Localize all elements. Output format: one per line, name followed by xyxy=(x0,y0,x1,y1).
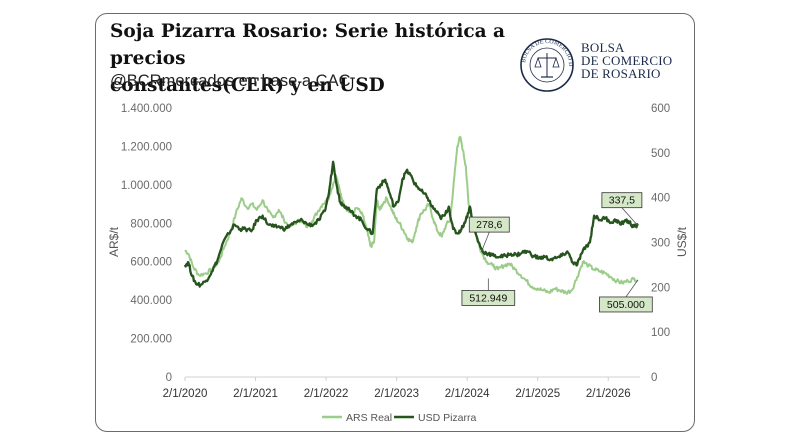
callout-label: 505.000 xyxy=(607,299,645,311)
x-tick-label: 2/1/2023 xyxy=(374,388,419,400)
legend-label: ARS Real xyxy=(346,412,392,424)
callout-label: 337,5 xyxy=(609,195,635,207)
y-tick-label-right: 0 xyxy=(651,372,657,384)
x-tick-label: 2/1/2026 xyxy=(586,388,631,400)
chart-card xyxy=(95,13,695,432)
y-tick-label-left: 0 xyxy=(166,372,172,384)
bcr-logo-text: BOLSA DE COMERCIO DE ROSARIO xyxy=(581,41,672,80)
chart-title: Soja Pizarra Rosario: Serie histórica a … xyxy=(110,18,510,99)
callout-box xyxy=(601,192,643,209)
y-tick-label-right: 200 xyxy=(651,282,670,294)
chart-title-line1: Soja Pizarra Rosario: Serie histórica a … xyxy=(110,21,506,69)
callout-box xyxy=(468,216,510,233)
y-axis-label-left: AR$/t xyxy=(107,226,121,257)
y-tick-label-left: 1.200.000 xyxy=(121,141,172,153)
y-tick-label-left: 800.000 xyxy=(130,218,172,230)
x-tick-label: 2/1/2025 xyxy=(515,388,560,400)
logo-line1: BOLSA xyxy=(581,40,625,55)
x-tick-label: 2/1/2022 xyxy=(304,388,349,400)
x-axis-ticks: 2/1/2020 2/1/2021 2/1/2022 2/1/2023 2/1/2024… xyxy=(163,377,631,400)
callout-leader xyxy=(625,279,639,298)
bcr-seal-logo: BOLSA DE COMERCIO DE ROSARIO xyxy=(519,37,574,92)
callout-label: 512.949 xyxy=(469,292,507,304)
legend: ARS Real USD Pizarra xyxy=(322,412,477,424)
y-tick-label-right: 600 xyxy=(651,103,670,115)
legend-label: USD Pizarra xyxy=(418,412,477,424)
callout-leader xyxy=(621,207,639,226)
series-line-ars-real xyxy=(184,135,639,295)
callout-label: 278,6 xyxy=(476,219,502,231)
y-tick-label-right: 300 xyxy=(651,238,670,250)
y-tick-label-right: 100 xyxy=(651,327,670,339)
y-axis-label-right: US$/t xyxy=(675,226,689,257)
right-axis-ticks: 0 100 200 300 400 500 600 xyxy=(651,103,670,384)
series-line-usd-pizarra xyxy=(183,160,639,288)
callout-leader xyxy=(480,231,490,253)
callout-box xyxy=(599,296,653,313)
data-callouts: 278,6 512.949 337,5 505.000 xyxy=(461,192,653,313)
x-tick-label: 2/1/2020 xyxy=(163,388,208,400)
y-tick-label-left: 600.000 xyxy=(130,257,172,269)
chart-subtitle: @BCRmercados en base a CAC xyxy=(110,72,351,90)
left-axis-ticks: 0 200.000 400.000 600.000 800.000 1.000.000 1.… xyxy=(121,103,172,384)
series-lines xyxy=(183,135,639,295)
y-tick-label-right: 500 xyxy=(651,148,670,160)
y-tick-label-left: 200.000 xyxy=(130,334,172,346)
y-tick-label-left: 1.000.000 xyxy=(121,180,172,192)
y-tick-label-left: 400.000 xyxy=(130,295,172,307)
x-tick-label: 2/1/2021 xyxy=(233,388,278,400)
callout-box xyxy=(461,290,516,306)
logo-line2: DE COMERCIO xyxy=(581,53,673,68)
logo-line3: DE ROSARIO xyxy=(581,66,661,81)
y-tick-label-right: 400 xyxy=(651,193,670,205)
chart-title-line2: constantes(CER) y en USD xyxy=(110,75,385,96)
y-tick-label-left: 1.400.000 xyxy=(121,103,172,115)
x-tick-label: 2/1/2024 xyxy=(445,388,490,400)
